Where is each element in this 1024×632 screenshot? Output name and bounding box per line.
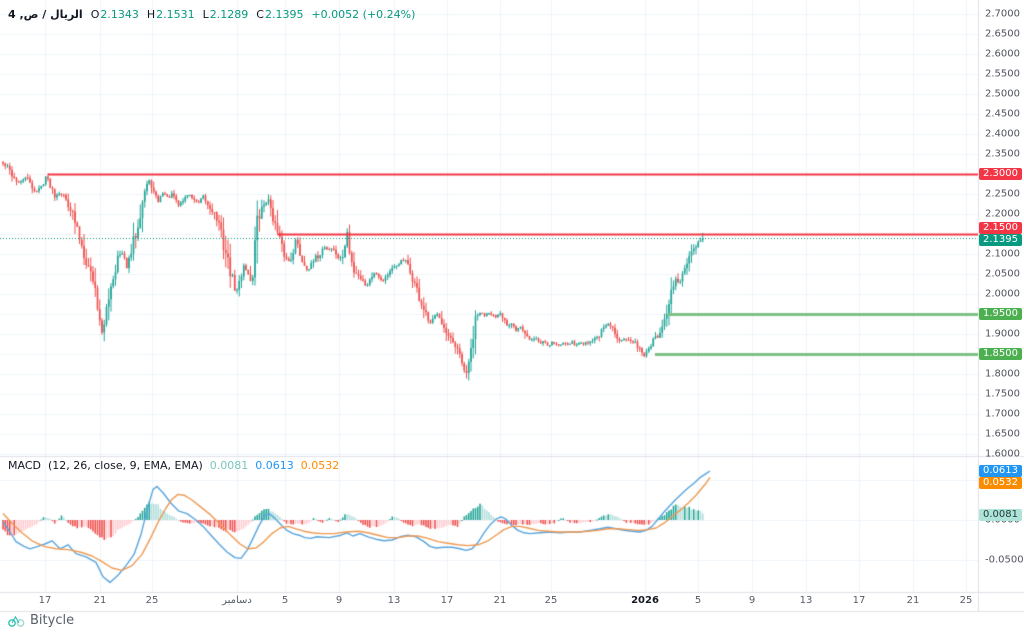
price-tick-label: 1.7500	[985, 388, 1020, 400]
time-tick-label: دسامبر	[222, 595, 252, 606]
time-axis[interactable]: 17 21 25 دسامبر 5 9 13 17 21 25 2026 5 9 13 17 21 25	[0, 592, 1024, 612]
time-tick-label: 17	[440, 595, 454, 606]
macd-params: (12, 26, close, 9, EMA, EMA)	[47, 459, 203, 472]
bitycle-icon	[8, 615, 25, 627]
axis-badge-0.0081: 0.0081	[979, 509, 1022, 521]
time-tick-label: 9	[335, 595, 343, 606]
time-tick-label: 21	[493, 595, 507, 606]
price-tick-label: 1.9000	[985, 328, 1020, 340]
time-tick-label: 21	[906, 595, 920, 606]
ohlc-open-value: 2.1343	[100, 8, 139, 21]
brand-text: Bitycle	[30, 613, 75, 628]
price-tick-label: 2.1000	[985, 248, 1020, 260]
ohlc-high-label: H	[146, 8, 156, 21]
axis-badge-2.1500: 2.1500	[979, 222, 1022, 234]
macd-tick-label: -0.0500	[985, 554, 1024, 566]
ohlc-close-value: 2.1395	[264, 8, 304, 21]
price-tick-label: 1.6000	[985, 448, 1020, 460]
ohlc-high-value: 2.1531	[156, 8, 195, 21]
ohlc-low-value: 2.1289	[209, 8, 249, 21]
price-tick-label: 2.4000	[985, 128, 1020, 140]
price-tick-label: 2.0500	[985, 268, 1020, 280]
brand-logo[interactable]: Bitycle	[8, 613, 74, 628]
time-tick-label: 25	[959, 595, 973, 606]
axis-badge-0.0613: 0.0613	[979, 465, 1022, 477]
ohlc-low: L2.1289	[203, 8, 249, 21]
time-tick-label: 2026	[631, 595, 659, 606]
price-tick-label: 2.5000	[985, 88, 1020, 100]
price-tick-label: 2.7000	[985, 8, 1020, 20]
price-tick-label: 2.2000	[985, 208, 1020, 220]
macd-signal-value: 0.0532	[300, 459, 340, 472]
macd-line-value: 0.0613	[255, 459, 294, 472]
axis-badge-1.9500: 1.9500	[979, 308, 1022, 320]
time-tick-label: 17	[852, 595, 866, 606]
price-axis[interactable]: 2.7000 2.6500 2.6000 2.5500 2.5000 2.4500 2.40…	[978, 0, 1024, 612]
time-tick-label: 9	[748, 595, 756, 606]
price-tick-label: 2.6500	[985, 28, 1020, 40]
macd-hist-value: 0.0081	[209, 459, 249, 472]
axis-badge-2.1395: 2.1395	[979, 234, 1022, 246]
time-tick-label: 5	[694, 595, 702, 606]
time-tick-label: 25	[145, 595, 159, 606]
axis-badge-1.8500: 1.8500	[979, 348, 1022, 360]
ohlc-open-label: O	[90, 8, 100, 21]
symbol-legend[interactable]: الريال / ص, 4 O2.1343 H2.1531 L2.1289 C2…	[8, 8, 415, 21]
price-tick-label: 2.4500	[985, 108, 1020, 120]
price-tick-label: 2.3500	[985, 148, 1020, 160]
ohlc-close: C2.1395	[256, 8, 303, 21]
ohlc-close-label: C	[256, 8, 264, 21]
ohlc-high: H2.1531	[147, 8, 195, 21]
symbol-name[interactable]: الريال / ص, 4	[8, 8, 83, 21]
axis-badge-2.3000: 2.3000	[979, 168, 1022, 180]
time-tick-label: 5	[281, 595, 289, 606]
time-tick-label: 13	[387, 595, 401, 606]
price-tick-label: 1.6500	[985, 428, 1020, 440]
ohlc-open: O2.1343	[91, 8, 139, 21]
time-tick-label: 13	[799, 595, 813, 606]
axis-badge-0.0532: 0.0532	[979, 477, 1022, 489]
price-tick-label: 1.7000	[985, 408, 1020, 420]
macd-title: MACD	[8, 459, 41, 472]
time-tick-label: 21	[93, 595, 107, 606]
price-tick-label: 2.0000	[985, 288, 1020, 300]
time-tick-label: 25	[544, 595, 558, 606]
price-tick-label: 2.6000	[985, 48, 1020, 60]
price-tick-label: 1.8000	[985, 368, 1020, 380]
price-tick-label: 2.5500	[985, 68, 1020, 80]
ohlc-change-value: +0.0052 (+0.24%)	[311, 8, 416, 21]
price-tick-label: 2.2500	[985, 188, 1020, 200]
macd-legend[interactable]: MACD (12, 26, close, 9, EMA, EMA) 0.0081…	[8, 459, 339, 472]
time-tick-label: 17	[38, 595, 52, 606]
ohlc-low-label: L	[202, 8, 209, 21]
